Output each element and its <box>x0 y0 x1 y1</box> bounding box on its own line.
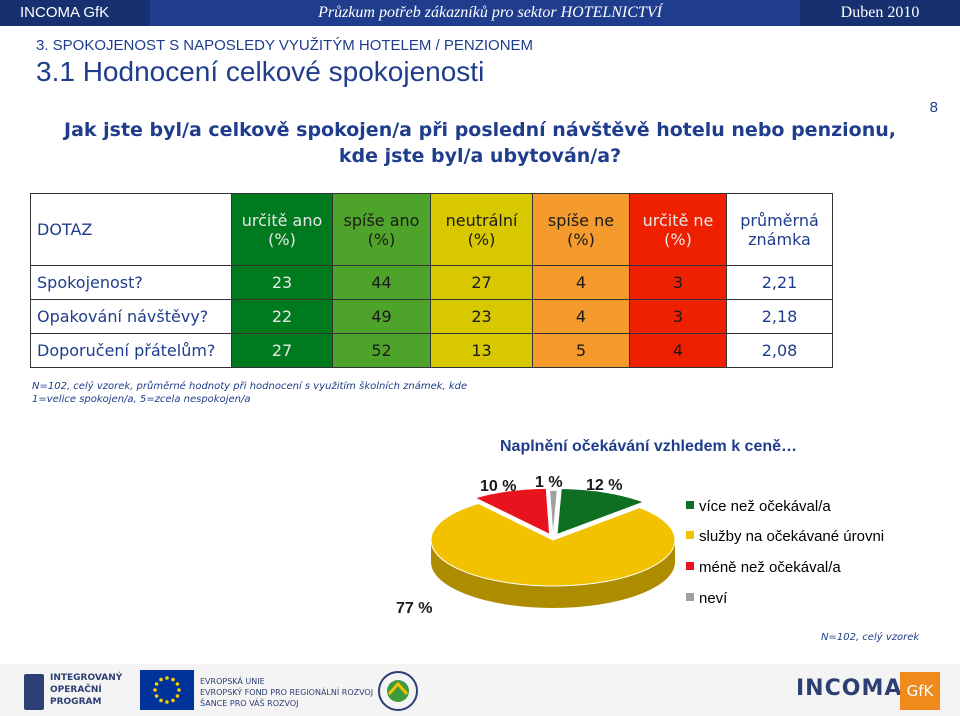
col-header-average-grade: průměrná známka <box>726 193 833 266</box>
iop-text: INTEGROVANÝ OPERAČNÍ PROGRAM <box>50 673 123 707</box>
header-brand: INCOMA GfK <box>0 0 150 26</box>
legend-swatch <box>686 501 694 509</box>
table-cell: 22 <box>231 299 333 334</box>
legend-label: více než očekával/a <box>699 498 831 515</box>
col-header-neutral: neutrální (%) <box>430 193 533 266</box>
table-row: Doporučení přátelům? 27 52 13 5 4 2,08 <box>30 333 833 368</box>
slice-label-less: 10 % <box>480 478 517 495</box>
table-row: Spokojenost? 23 44 27 4 3 2,21 <box>30 265 833 300</box>
page-heading: 3.1 Hodnocení celkové spokojenosti <box>36 56 485 87</box>
table-cell: 4 <box>532 299 630 334</box>
slice-label-unknown: 1 % <box>535 474 563 491</box>
table-cell: 3 <box>629 299 727 334</box>
table-cell: 23 <box>430 299 533 334</box>
legend-swatch <box>686 562 694 570</box>
col-header-definitely-yes: určitě ano (%) <box>231 193 333 266</box>
legend-label: méně než očekával/a <box>699 559 841 576</box>
row-label: Opakování návštěvy? <box>30 299 232 334</box>
eu-text: EVROPSKÁ UNIE EVROPSKÝ FOND PRO REGIONÁL… <box>200 677 374 708</box>
slice-label-more: 12 % <box>586 477 623 494</box>
iop-mark-icon <box>24 674 44 710</box>
chart-note: N=102, celý vzorek <box>821 632 920 643</box>
legend-swatch <box>686 593 694 601</box>
table-cell: 52 <box>332 333 431 368</box>
table-cell: 5 <box>532 333 630 368</box>
table-cell: 13 <box>430 333 533 368</box>
table-note: N=102, celý vzorek, průměrné hodnoty při… <box>32 380 472 406</box>
row-label: Spokojenost? <box>30 265 232 300</box>
mpo-logo-icon <box>377 670 419 712</box>
page-number: 8 <box>929 99 938 116</box>
table-cell: 23 <box>231 265 333 300</box>
col-header-rather-no: spíše ne (%) <box>532 193 630 266</box>
table-corner: DOTAZ <box>30 193 232 266</box>
eu-flag-icon <box>140 670 194 710</box>
footer-logos: INTEGROVANÝ OPERAČNÍ PROGRAM EVROPSKÁ UN… <box>0 664 960 716</box>
legend-label: služby na očekávané úrovni <box>699 528 885 545</box>
slice-label-expected: 77 % <box>396 600 433 617</box>
table-cell: 2,21 <box>726 265 833 300</box>
table-cell: 2,08 <box>726 333 833 368</box>
col-header-rather-yes: spíše ano (%) <box>332 193 431 266</box>
pie-slice <box>549 489 558 537</box>
table-cell: 44 <box>332 265 431 300</box>
section-title: 3. SPOKOJENOST S NAPOSLEDY VYUŽITÝM HOTE… <box>36 37 534 54</box>
col-header-definitely-no: určitě ne (%) <box>629 193 727 266</box>
header-survey-title: Průzkum potřeb zákazníků pro sektor HOTE… <box>318 4 662 21</box>
legend-swatch <box>686 531 694 539</box>
top-bar: INCOMA GfK Průzkum potřeb zákazníků pro … <box>0 0 960 26</box>
table-row: Opakování návštěvy? 22 49 23 4 3 2,18 <box>30 299 833 334</box>
table-cell: 4 <box>629 333 727 368</box>
table-cell: 49 <box>332 299 431 334</box>
survey-question: Jak jste byl/a celkově spokojen/a při po… <box>40 117 920 169</box>
question-line-1: Jak jste byl/a celkově spokojen/a při po… <box>64 119 896 141</box>
table-cell: 2,18 <box>726 299 833 334</box>
pie-slice <box>556 488 645 536</box>
iop-logo: INTEGROVANÝ OPERAČNÍ PROGRAM <box>24 672 134 712</box>
table-cell: 3 <box>629 265 727 300</box>
table-note-line-1: N=102, celý vzorek, průměrné hodnoty při… <box>32 381 468 392</box>
incoma-logo: INCOMA <box>796 676 903 701</box>
pie-slice <box>430 503 676 587</box>
table-cell: 27 <box>430 265 533 300</box>
table-note-line-2: 1=velice spokojen/a, 5=zcela nespokojen/… <box>32 394 251 405</box>
gfk-logo: GfK <box>900 672 940 710</box>
question-line-2: kde jste byl/a ubytován/a? <box>338 145 622 167</box>
header-date: Duben 2010 <box>800 0 960 26</box>
pie-slice-side <box>431 540 675 608</box>
table-cell: 4 <box>532 265 630 300</box>
row-label: Doporučení přátelům? <box>30 333 232 368</box>
table-cell: 27 <box>231 333 333 368</box>
table-header-row: DOTAZ určitě ano (%) spíše ano (%) neutrál… <box>30 193 833 266</box>
legend-label: neví <box>699 590 728 607</box>
chart-title: Naplnění očekávání vzhledem k ceně… <box>500 438 798 455</box>
results-table: DOTAZ určitě ano (%) spíše ano (%) neutrál… <box>30 193 833 368</box>
